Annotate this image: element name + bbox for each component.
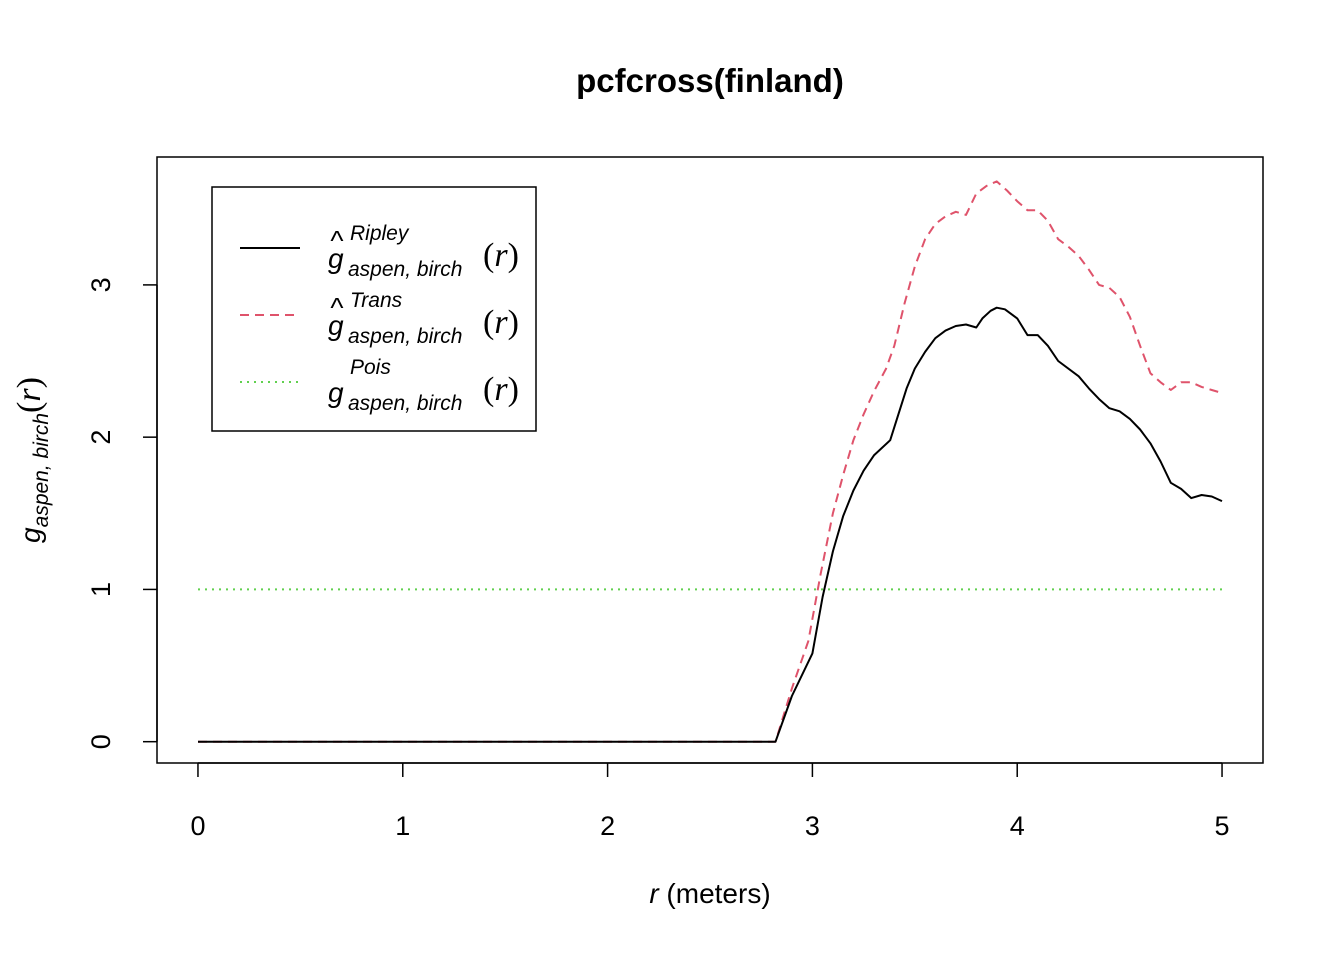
x-tick-label: 4	[1010, 811, 1025, 841]
x-tick-label: 1	[395, 811, 410, 841]
legend-label-base: g	[328, 243, 344, 274]
legend-label-superscript: Ripley	[350, 222, 410, 245]
y-tick-label: 2	[86, 430, 116, 445]
legend-label-subscript: aspen, birch	[348, 325, 462, 348]
legend-label-arg: (r)	[483, 237, 519, 274]
y-axis: 0 1 2 3	[86, 277, 158, 749]
y-tick-label: 1	[86, 582, 116, 597]
legend-label-subscript: aspen, birch	[348, 258, 462, 281]
x-axis-label: r (meters)	[649, 878, 770, 909]
legend-label-hat: ^	[330, 225, 343, 256]
y-tick-label: 3	[86, 277, 116, 292]
series-line-ripley	[198, 306, 1223, 743]
legend-label-superscript: Trans	[350, 289, 403, 312]
y-axis-label-subscript: aspen, birch	[30, 413, 53, 527]
x-axis-label-symbol: r	[649, 878, 660, 909]
legend-label-subscript: aspen, birch	[348, 392, 462, 415]
legend-item-ripley: g^ Ripley aspen, birch (r)	[240, 222, 519, 281]
y-tick-label: 0	[86, 734, 116, 749]
legend-label-arg: (r)	[483, 304, 519, 341]
legend-label-base: g	[328, 310, 344, 341]
legend-label-arg: (r)	[483, 371, 519, 408]
svg-text:gaspen, birch(r): gaspen, birch(r)	[11, 377, 53, 543]
y-axis-label: gaspen, birch(r)	[11, 377, 53, 543]
x-tick-label: 3	[805, 811, 820, 841]
legend-label-base: g	[328, 377, 344, 408]
legend-item-pois: g Pois aspen, birch (r)	[240, 356, 519, 415]
legend-item-trans: g^ Trans aspen, birch (r)	[240, 289, 519, 348]
legend-label-superscript: Pois	[350, 356, 391, 379]
legend-box	[211, 186, 537, 432]
chart-title: pcfcross(finland)	[576, 62, 844, 99]
series-layer	[198, 180, 1223, 743]
y-axis-label-base: g	[15, 527, 46, 543]
x-tick-label: 0	[190, 811, 205, 841]
x-axis: 0 1 2 3 4 5	[190, 762, 1230, 841]
legend-label-hat: ^	[330, 292, 343, 323]
x-tick-label: 2	[600, 811, 615, 841]
series-line-trans	[198, 180, 1223, 743]
x-axis-label-unit: (meters)	[659, 878, 771, 909]
y-axis-label-arg: r	[11, 388, 48, 402]
x-tick-label: 5	[1215, 811, 1230, 841]
